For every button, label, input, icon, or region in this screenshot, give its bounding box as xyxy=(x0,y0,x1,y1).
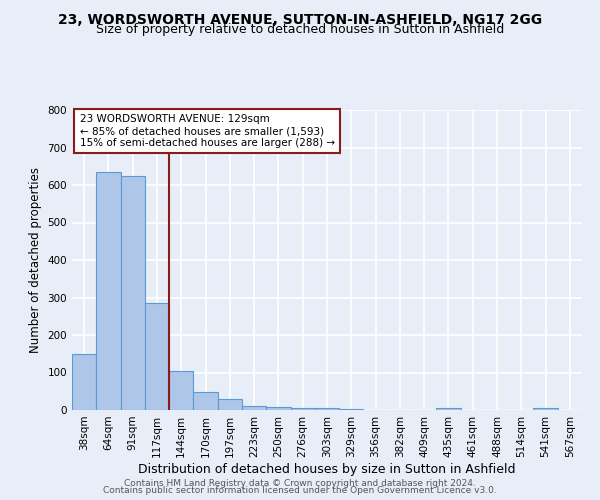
X-axis label: Distribution of detached houses by size in Sutton in Ashfield: Distribution of detached houses by size … xyxy=(138,462,516,475)
Bar xyxy=(218,399,242,410)
Bar xyxy=(533,408,558,410)
Bar xyxy=(72,354,96,410)
Bar xyxy=(339,409,364,410)
Text: Contains public sector information licensed under the Open Government Licence v3: Contains public sector information licen… xyxy=(103,486,497,495)
Bar xyxy=(290,408,315,410)
Bar xyxy=(145,303,169,410)
Bar xyxy=(121,176,145,410)
Bar xyxy=(169,372,193,410)
Bar xyxy=(436,408,461,410)
Y-axis label: Number of detached properties: Number of detached properties xyxy=(29,167,42,353)
Text: 23 WORDSWORTH AVENUE: 129sqm
← 85% of detached houses are smaller (1,593)
15% of: 23 WORDSWORTH AVENUE: 129sqm ← 85% of de… xyxy=(80,114,335,148)
Bar xyxy=(193,392,218,410)
Text: Contains HM Land Registry data © Crown copyright and database right 2024.: Contains HM Land Registry data © Crown c… xyxy=(124,478,476,488)
Bar xyxy=(96,172,121,410)
Bar xyxy=(315,408,339,410)
Text: 23, WORDSWORTH AVENUE, SUTTON-IN-ASHFIELD, NG17 2GG: 23, WORDSWORTH AVENUE, SUTTON-IN-ASHFIEL… xyxy=(58,12,542,26)
Bar xyxy=(266,407,290,410)
Text: Size of property relative to detached houses in Sutton in Ashfield: Size of property relative to detached ho… xyxy=(96,22,504,36)
Bar xyxy=(242,406,266,410)
